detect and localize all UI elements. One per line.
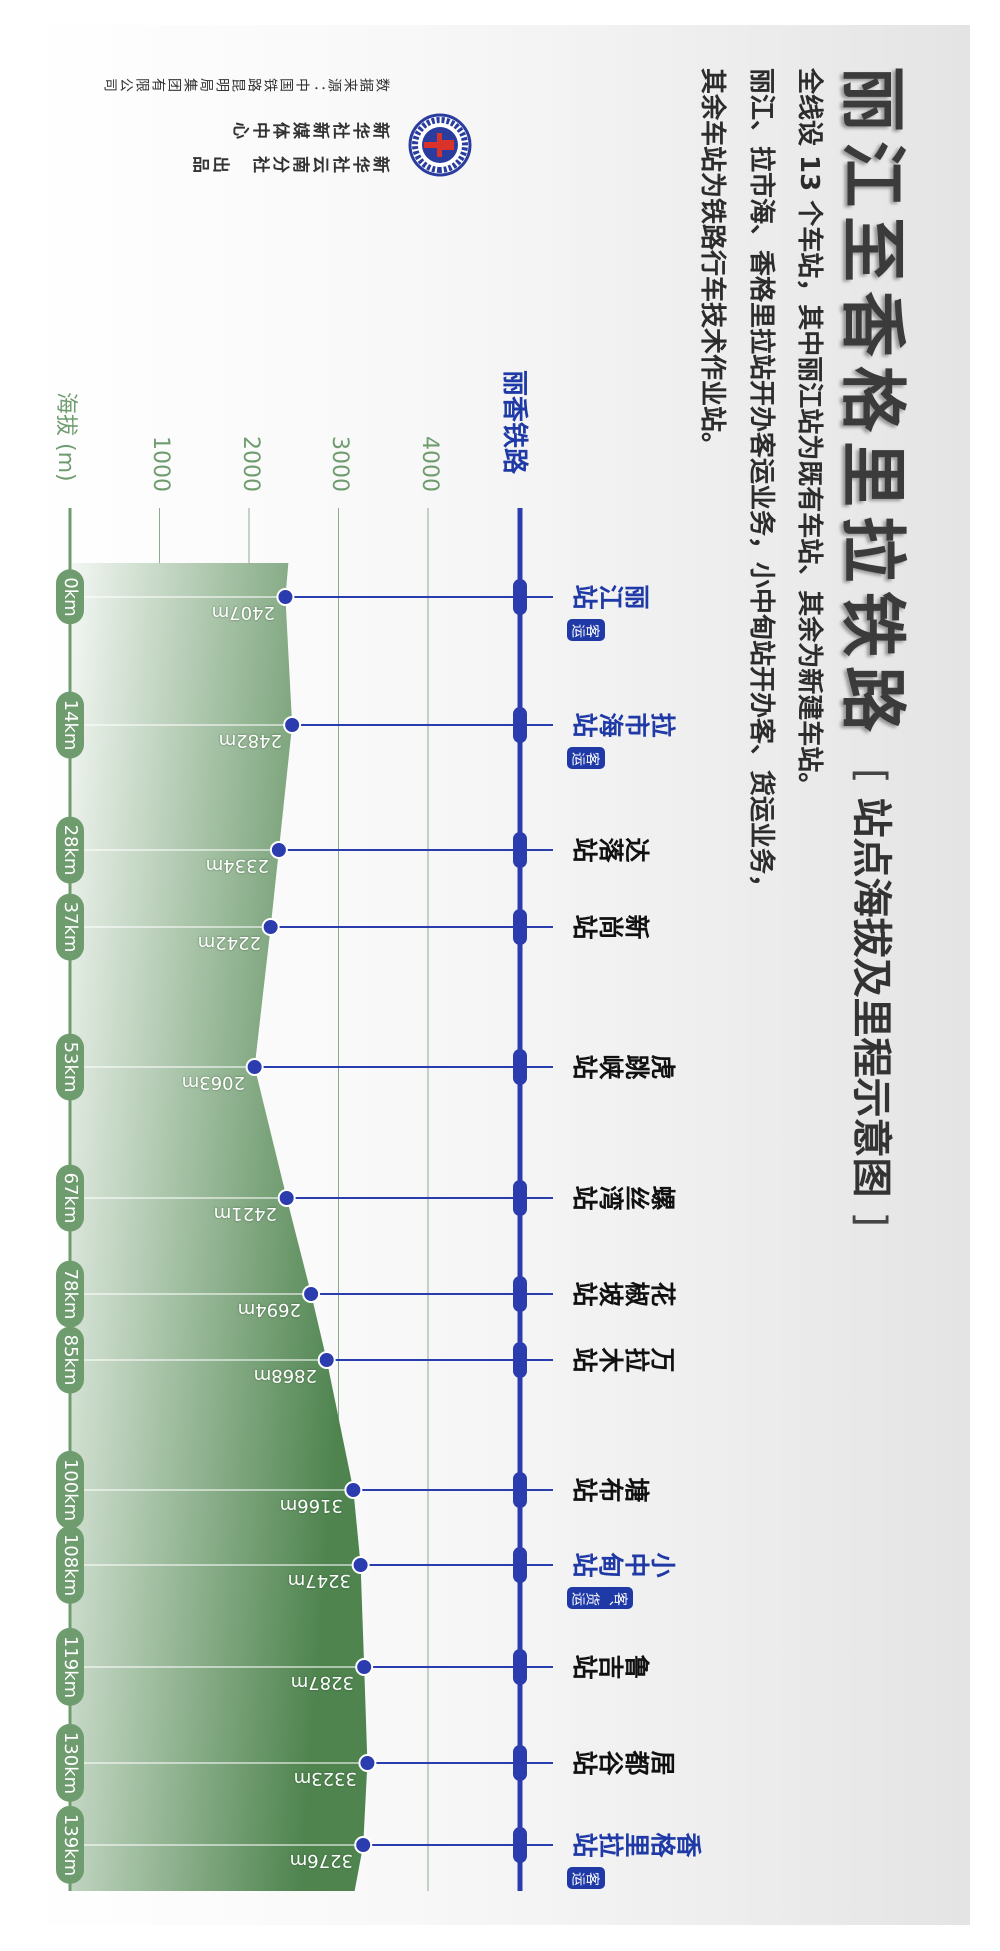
- station-marker: [513, 1342, 527, 1378]
- km-marker: 0km: [56, 569, 84, 625]
- elevation-label: 2868m: [253, 1365, 317, 1386]
- station-name: 鲁吉站: [572, 1651, 650, 1680]
- elevation-label: 2334m: [205, 855, 269, 876]
- elevation-point: [277, 1189, 296, 1207]
- station-name: 香格里拉站: [572, 1829, 702, 1858]
- elevation-label: 3247m: [287, 1570, 351, 1591]
- elevation-point: [261, 918, 280, 936]
- station-name: 塘布站: [572, 1474, 650, 1503]
- km-marker: 100km: [56, 1450, 84, 1530]
- station-name: 拉市海站: [572, 709, 676, 738]
- elevation-label: 3323m: [294, 1768, 358, 1789]
- km-marker: 130km: [56, 1723, 84, 1803]
- xinhua-yunnan-logo-icon: [408, 113, 472, 177]
- elevation-label: 2063m: [181, 1072, 245, 1093]
- terrain-area: [70, 563, 368, 1891]
- elevation-label: 3276m: [289, 1850, 354, 1871]
- station-marker: [513, 832, 527, 868]
- station-name: 达落站: [572, 834, 650, 863]
- elevation-point: [269, 841, 288, 859]
- station-marker: [513, 1276, 527, 1312]
- station-marker: [513, 1649, 527, 1685]
- service-badge: 客运: [567, 619, 605, 641]
- elevation-point: [317, 1351, 336, 1369]
- station-marker: [513, 1472, 527, 1508]
- elevation-label: 2407m: [212, 602, 276, 623]
- km-marker: 78km: [56, 1260, 84, 1328]
- elevation-point: [276, 588, 295, 606]
- elevation-label: 3166m: [280, 1495, 344, 1516]
- km-marker: 85km: [56, 1326, 84, 1394]
- station-marker: [513, 1180, 527, 1216]
- elevation-point: [351, 1556, 370, 1574]
- station-name: 螺丝湾站: [572, 1182, 676, 1211]
- km-marker: 28km: [56, 816, 84, 884]
- station-marker: [513, 909, 527, 945]
- elevation-point: [344, 1481, 363, 1499]
- km-marker: 108km: [56, 1525, 84, 1605]
- station-name: 新尚站: [572, 911, 650, 940]
- elevation-point: [358, 1754, 377, 1772]
- km-marker: 37km: [56, 893, 84, 961]
- elevation-label: 2694m: [237, 1299, 302, 1320]
- station-name: 花椒坡站: [572, 1278, 676, 1307]
- km-marker: 139km: [56, 1805, 84, 1885]
- station-marker: [513, 707, 527, 743]
- elevation-point: [302, 1285, 321, 1303]
- km-marker: 53km: [56, 1033, 84, 1101]
- elevation-label: 2242m: [197, 932, 261, 953]
- service-badge: 客运: [567, 1867, 605, 1889]
- station-marker: [513, 579, 527, 615]
- service-badge: 客、货运: [567, 1587, 633, 1609]
- elevation-point: [283, 716, 302, 734]
- station-name: 万拉木站: [572, 1344, 676, 1373]
- elevation-point: [245, 1058, 264, 1076]
- station-name: 居都谷站: [572, 1747, 676, 1776]
- station-name: 小中甸站: [572, 1549, 676, 1578]
- elevation-label: 2482m: [218, 730, 283, 751]
- km-marker: 14km: [56, 691, 84, 759]
- station-marker: [513, 1745, 527, 1781]
- elevation-point: [354, 1836, 373, 1854]
- station-marker: [513, 1049, 527, 1085]
- km-marker: 119km: [56, 1627, 84, 1707]
- station-marker: [513, 1827, 527, 1863]
- station-marker: [513, 1547, 527, 1583]
- elevation-label: 2421m: [213, 1203, 277, 1224]
- elevation-point: [355, 1658, 374, 1676]
- service-badge: 客运: [567, 747, 605, 769]
- km-marker: 67km: [56, 1164, 84, 1232]
- station-name: 丽江站: [572, 581, 650, 610]
- station-name: 虎跳峡站: [572, 1051, 676, 1080]
- elevation-label: 3287m: [290, 1672, 355, 1693]
